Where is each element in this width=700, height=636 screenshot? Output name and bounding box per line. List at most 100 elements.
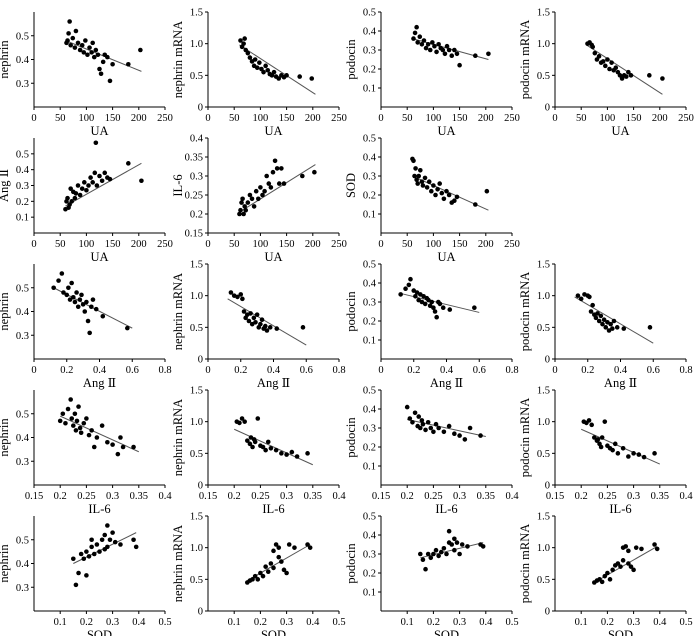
y-tick-label: 1.0 xyxy=(537,417,550,428)
x-tick-label: 0 xyxy=(205,113,210,124)
x-tick-label: 0.6 xyxy=(300,365,313,376)
data-point xyxy=(78,430,84,436)
y-axis-title: podocin mRNA xyxy=(518,398,532,478)
y-tick-label: 0.4 xyxy=(363,27,377,38)
y-tick-label: 0.5 xyxy=(363,134,376,145)
data-point xyxy=(652,451,657,456)
data-point xyxy=(612,441,618,447)
data-point xyxy=(92,170,98,176)
data-point xyxy=(105,523,110,528)
data-point xyxy=(90,297,96,302)
data-point xyxy=(245,438,250,443)
y-tick-label: 0.5 xyxy=(537,449,550,460)
y-tick-label: 0.5 xyxy=(190,323,203,334)
x-tick-label: 0.4 xyxy=(93,365,107,376)
x-tick-label: 0.6 xyxy=(647,365,660,376)
data-point xyxy=(425,42,431,47)
panel-r4c4: 0.15 0.2 0.25 0.3 0.35 0.4 0 0.5 1.0 1.5 IL-6 podoc… xyxy=(518,386,693,517)
y-tick-label: 0.3 xyxy=(16,79,29,90)
x-tick-label: 0.2 xyxy=(427,617,440,628)
data-point xyxy=(94,542,100,547)
data-point xyxy=(110,61,115,67)
data-point xyxy=(68,397,73,402)
data-point xyxy=(69,199,75,204)
data-point xyxy=(300,325,306,330)
x-tick-label: 200 xyxy=(652,113,668,124)
data-point xyxy=(590,44,596,50)
data-point xyxy=(430,40,435,45)
x-tick-label: 0.2 xyxy=(60,365,73,376)
data-point xyxy=(446,192,452,198)
data-point xyxy=(276,181,282,186)
data-point xyxy=(592,435,597,440)
data-point xyxy=(254,65,260,71)
x-tick-label: 250 xyxy=(678,113,694,124)
data-point xyxy=(654,546,660,552)
data-point xyxy=(76,570,81,576)
data-point xyxy=(613,65,619,71)
x-axis-title: IL-6 xyxy=(88,502,110,516)
data-point xyxy=(73,428,79,433)
x-tick-label: 0 xyxy=(552,113,557,124)
data-point xyxy=(423,45,429,51)
y-tick-label: 0.3 xyxy=(16,331,29,342)
data-point xyxy=(274,326,280,331)
data-point xyxy=(255,577,261,582)
data-point xyxy=(452,536,457,542)
data-point xyxy=(433,192,438,198)
y-tick-label: 0.4 xyxy=(363,153,377,164)
x-tick-label: 200 xyxy=(305,113,321,124)
data-point xyxy=(457,62,462,68)
data-point xyxy=(255,416,261,421)
data-point xyxy=(115,451,121,457)
data-point xyxy=(268,561,274,566)
data-point xyxy=(264,328,270,333)
data-point xyxy=(259,317,265,323)
x-tick-label: 0.5 xyxy=(332,617,345,628)
data-point xyxy=(412,410,418,416)
x-tick-label: 150 xyxy=(452,239,468,250)
data-point xyxy=(610,326,615,331)
data-point xyxy=(241,211,246,217)
y-tick-label: 0.4 xyxy=(363,279,377,290)
trend-line xyxy=(247,544,311,582)
x-tick-label: 0.35 xyxy=(477,491,495,502)
x-tick-label: 50 xyxy=(576,113,587,124)
data-point xyxy=(84,573,89,578)
data-point xyxy=(89,50,94,55)
y-tick-label: 0 xyxy=(198,481,203,492)
x-tick-label: 250 xyxy=(331,239,347,250)
data-point xyxy=(270,169,276,175)
trend-line xyxy=(586,44,663,95)
data-point xyxy=(403,286,408,292)
data-point xyxy=(264,173,269,179)
data-point xyxy=(623,544,629,549)
data-point xyxy=(263,63,268,69)
data-point xyxy=(105,439,110,445)
data-point xyxy=(74,418,80,424)
data-point xyxy=(86,432,92,438)
data-point xyxy=(118,435,123,440)
data-point xyxy=(608,321,613,327)
data-point xyxy=(57,418,63,424)
data-point xyxy=(260,573,266,579)
data-point xyxy=(105,54,110,60)
x-tick-label: 0.15 xyxy=(25,491,43,502)
data-point xyxy=(434,314,439,320)
y-tick-label: 0.5 xyxy=(16,535,29,546)
data-point xyxy=(425,420,431,425)
data-point xyxy=(70,35,76,41)
y-tick-label: 0 xyxy=(545,481,550,492)
data-point xyxy=(436,42,441,47)
data-point xyxy=(253,319,258,325)
data-point xyxy=(265,439,271,445)
data-point xyxy=(598,444,604,450)
data-point xyxy=(454,194,460,200)
y-tick-label: 0.15 xyxy=(185,229,203,240)
y-tick-label: 0.3 xyxy=(363,424,376,435)
data-point xyxy=(607,66,612,72)
y-tick-label: 0.1 xyxy=(363,462,376,473)
data-point xyxy=(431,305,436,311)
y-tick-label: 0.2 xyxy=(16,197,29,208)
data-point xyxy=(601,317,607,323)
